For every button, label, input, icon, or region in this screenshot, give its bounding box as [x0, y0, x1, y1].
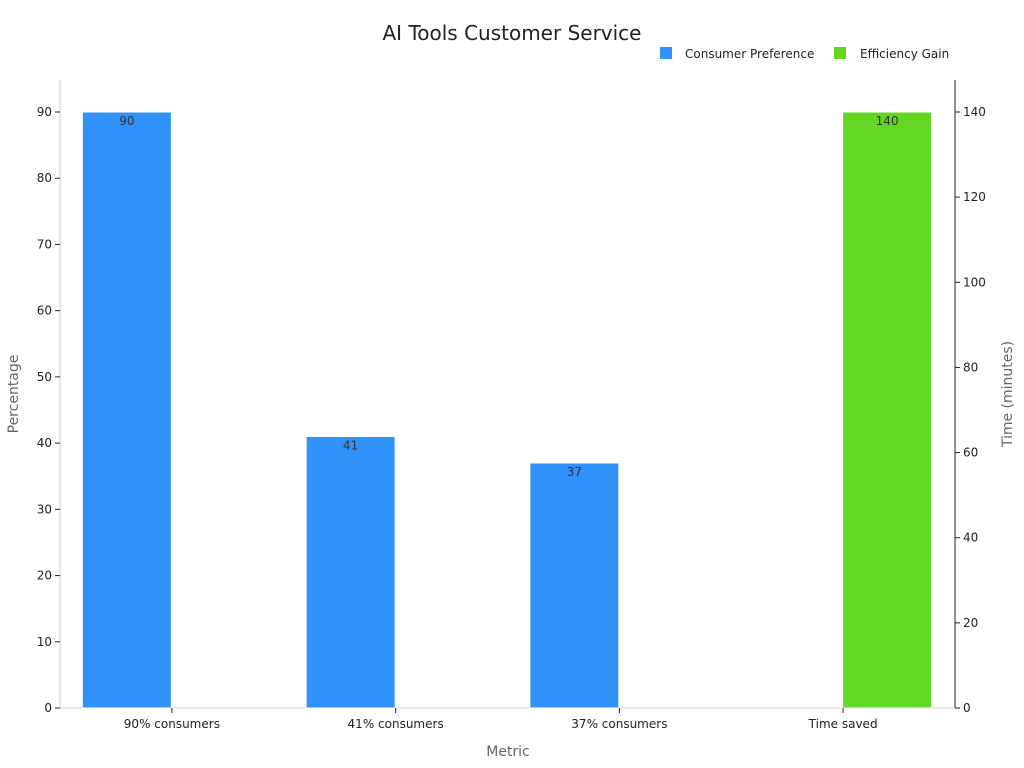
y-axis-left-title: Percentage: [6, 355, 22, 434]
y-axis-right-ticks: 0 20 40 60 80 100 120 140: [955, 105, 986, 715]
legend-label-consumer-preference: Consumer Preference: [685, 47, 814, 61]
x-tick-label: 90% consumers: [124, 717, 220, 731]
y-left-tick-label: 0: [44, 701, 52, 715]
y-axis-right-title: Time (minutes): [1000, 341, 1016, 448]
legend: Consumer Preference Efficiency Gain: [660, 47, 949, 61]
y-left-tick-label: 60: [37, 304, 52, 318]
legend-swatch-consumer-preference: [660, 47, 672, 59]
y-left-tick-label: 50: [37, 370, 52, 384]
data-label-consumer-preference-90-consumers: 90: [119, 114, 134, 128]
bars: 90 41 37 140: [81, 111, 933, 709]
y-right-tick-label: 120: [963, 190, 986, 204]
y-right-tick-label: 20: [963, 616, 978, 630]
legend-label-efficiency-gain: Efficiency Gain: [860, 47, 949, 61]
data-label-efficiency-gain-time-saved: 140: [876, 114, 899, 128]
x-tick-label: Time saved: [808, 717, 878, 731]
chart-title: AI Tools Customer Service: [383, 21, 642, 45]
y-right-tick-label: 80: [963, 360, 978, 374]
legend-swatch-efficiency-gain: [834, 47, 846, 59]
y-right-tick-label: 40: [963, 531, 978, 545]
x-tick-label: 37% consumers: [571, 717, 667, 731]
bar-consumer-preference-37-consumers: [529, 462, 620, 709]
y-left-tick-label: 20: [37, 569, 52, 583]
data-label-consumer-preference-37-consumers: 37: [567, 465, 582, 479]
bar-consumer-preference-41-consumers: [305, 435, 396, 709]
y-right-tick-label: 0: [963, 701, 971, 715]
y-left-tick-label: 90: [37, 105, 52, 119]
y-left-tick-label: 40: [37, 436, 52, 450]
bar-consumer-preference-90-consumers: [81, 111, 172, 709]
y-left-tick-label: 10: [37, 635, 52, 649]
data-label-consumer-preference-41-consumers: 41: [343, 438, 358, 452]
x-axis-title: Metric: [486, 744, 530, 760]
y-right-tick-label: 60: [963, 446, 978, 460]
y-axis-left-ticks: 0 10 20 30 40 50 60 70 80 90: [37, 105, 60, 715]
x-tick-label: 41% consumers: [348, 717, 444, 731]
y-left-tick-label: 80: [37, 171, 52, 185]
bar-efficiency-gain-time-saved: [842, 111, 933, 709]
y-left-tick-label: 30: [37, 502, 52, 516]
y-right-tick-label: 140: [963, 105, 986, 119]
x-axis-ticks: 90% consumers 41% consumers 37% consumers T…: [124, 708, 878, 731]
y-right-tick-label: 100: [963, 275, 986, 289]
y-left-tick-label: 70: [37, 237, 52, 251]
